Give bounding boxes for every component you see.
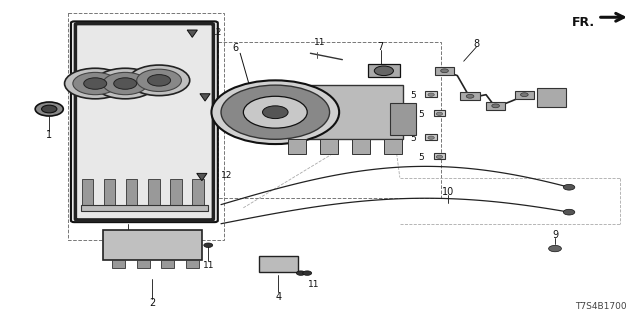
Text: 11: 11 xyxy=(314,38,326,47)
Circle shape xyxy=(103,72,148,95)
Bar xyxy=(126,179,138,208)
Bar xyxy=(426,91,437,97)
Text: 12: 12 xyxy=(221,172,232,180)
Bar xyxy=(170,179,182,208)
Circle shape xyxy=(374,66,394,76)
Bar xyxy=(82,179,93,208)
Text: 2: 2 xyxy=(149,298,156,308)
Polygon shape xyxy=(200,94,210,101)
Circle shape xyxy=(563,184,575,190)
Circle shape xyxy=(492,104,499,108)
Bar xyxy=(434,110,445,116)
Bar xyxy=(368,64,400,77)
Circle shape xyxy=(204,243,212,247)
Bar xyxy=(275,85,403,139)
Text: T7S4B1700: T7S4B1700 xyxy=(575,302,627,311)
Circle shape xyxy=(137,69,181,92)
Text: 4: 4 xyxy=(275,292,282,302)
Circle shape xyxy=(436,155,443,158)
Circle shape xyxy=(467,94,474,98)
Circle shape xyxy=(428,93,435,96)
Text: 11: 11 xyxy=(308,280,319,289)
Text: 6: 6 xyxy=(233,43,239,53)
Text: 5: 5 xyxy=(419,153,424,162)
Circle shape xyxy=(296,271,305,275)
Bar xyxy=(320,139,338,154)
Text: 1: 1 xyxy=(46,131,52,140)
Circle shape xyxy=(548,245,561,252)
Circle shape xyxy=(221,85,330,139)
Text: 11: 11 xyxy=(202,261,214,270)
Bar xyxy=(104,179,115,208)
Bar xyxy=(186,260,198,268)
Circle shape xyxy=(436,112,443,116)
Circle shape xyxy=(65,68,126,99)
Circle shape xyxy=(73,72,118,95)
Bar xyxy=(288,139,306,154)
Bar xyxy=(435,67,454,75)
Circle shape xyxy=(129,65,189,96)
Circle shape xyxy=(211,80,339,144)
Bar xyxy=(192,179,204,208)
Circle shape xyxy=(520,93,528,97)
Circle shape xyxy=(148,75,171,86)
Bar xyxy=(390,103,416,134)
Text: FR.: FR. xyxy=(572,16,595,29)
Circle shape xyxy=(262,106,288,119)
Circle shape xyxy=(35,102,63,116)
Circle shape xyxy=(428,136,435,139)
Bar xyxy=(352,139,370,154)
Text: 12: 12 xyxy=(224,92,236,101)
Bar xyxy=(461,92,479,100)
Text: 3: 3 xyxy=(125,239,131,249)
Polygon shape xyxy=(187,30,197,37)
Text: 7: 7 xyxy=(378,42,384,52)
Bar xyxy=(515,91,534,99)
Bar xyxy=(161,260,174,268)
Text: 10: 10 xyxy=(442,187,454,197)
Circle shape xyxy=(114,78,137,89)
Bar xyxy=(384,139,402,154)
Text: 5: 5 xyxy=(410,91,416,100)
Text: 8: 8 xyxy=(474,39,479,49)
Bar xyxy=(537,88,566,108)
Bar xyxy=(148,179,159,208)
Text: 12: 12 xyxy=(211,28,223,37)
Bar xyxy=(103,230,202,260)
Polygon shape xyxy=(196,173,207,181)
Circle shape xyxy=(243,96,307,128)
Circle shape xyxy=(42,105,57,113)
Bar xyxy=(218,42,442,198)
Bar xyxy=(486,102,505,110)
Bar xyxy=(113,260,125,268)
Circle shape xyxy=(95,68,156,99)
Bar xyxy=(81,204,208,211)
Bar xyxy=(68,13,224,240)
Bar xyxy=(434,153,445,159)
Text: 5: 5 xyxy=(410,134,416,143)
Bar xyxy=(426,134,437,140)
Circle shape xyxy=(84,78,107,89)
Circle shape xyxy=(563,209,575,215)
Bar xyxy=(137,260,150,268)
Text: 9: 9 xyxy=(552,230,558,240)
Bar xyxy=(259,256,298,271)
FancyBboxPatch shape xyxy=(71,21,218,222)
Circle shape xyxy=(441,69,449,73)
Text: 5: 5 xyxy=(419,110,424,119)
Circle shape xyxy=(303,271,312,275)
